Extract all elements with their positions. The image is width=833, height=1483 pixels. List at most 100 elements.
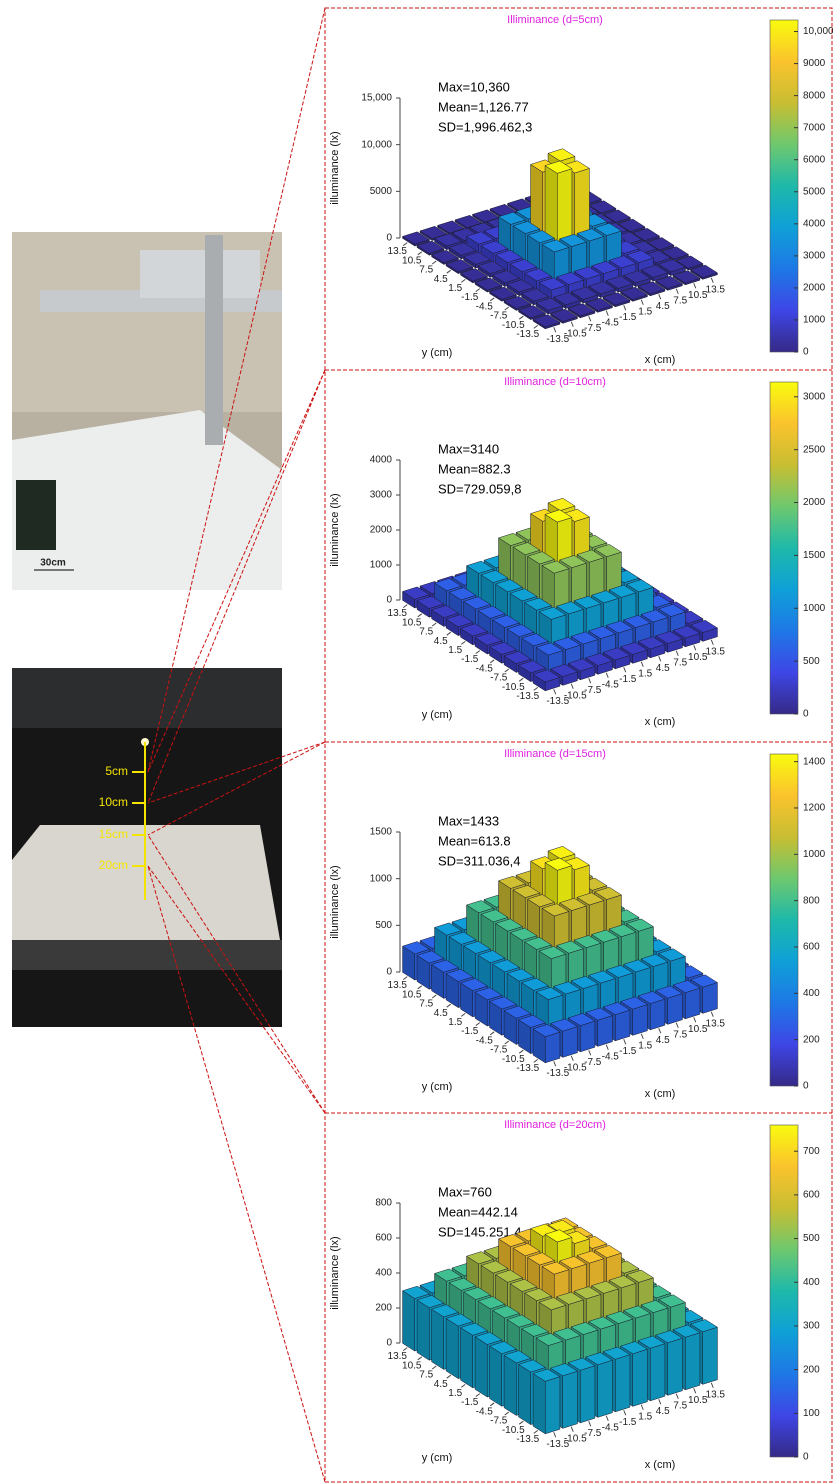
bar-top (463, 940, 491, 954)
x-tick (588, 1421, 592, 1427)
bar-side (684, 987, 701, 1020)
y-tick (504, 668, 510, 673)
bar-top (637, 1335, 666, 1349)
y-tick (402, 604, 408, 608)
bar-top (576, 1250, 605, 1264)
bar-side (632, 1348, 648, 1407)
bar-top (576, 549, 605, 563)
bar-top (661, 246, 689, 260)
connectors (147, 7, 833, 1483)
bar-top (567, 1357, 596, 1371)
bar-top (524, 1288, 552, 1301)
z-tick-label: 3000 (370, 490, 393, 501)
colorbar (769, 381, 799, 715)
bar-top (492, 1305, 520, 1319)
y-tick (475, 650, 481, 654)
bar-top (495, 918, 523, 932)
bar-top (617, 218, 646, 232)
y-tick-label: -10.5 (502, 1425, 525, 1436)
colorbar-tick-label: 400 (803, 988, 820, 999)
bar-top (512, 221, 541, 234)
x-tick (623, 1410, 627, 1416)
bar-top (489, 286, 517, 300)
x-tick-label: 10.5 (688, 1024, 708, 1035)
bar-top (518, 1014, 546, 1028)
bar-top (402, 1285, 430, 1299)
y-tick (518, 677, 524, 682)
bar (463, 251, 491, 269)
bar (658, 259, 686, 276)
bar-top (503, 1005, 532, 1019)
y-tick-label: -7.5 (490, 673, 508, 684)
y-tick-label: -4.5 (476, 301, 494, 312)
x-tick-label: -4.5 (602, 1422, 620, 1433)
bar-top (434, 233, 462, 247)
y-tick (460, 1384, 466, 1388)
bar-top (594, 1245, 622, 1258)
y-tick (460, 278, 466, 283)
bar-top (498, 533, 526, 546)
bar-top (509, 1278, 538, 1292)
z-axis-label: illuminance (lx) (329, 493, 341, 566)
y-tick (475, 288, 481, 293)
bar-top (550, 663, 578, 677)
x-tick (658, 1399, 662, 1405)
bar-top (463, 251, 491, 265)
bar-top (518, 1359, 546, 1373)
x-tick-label: 1.5 (638, 306, 652, 317)
y-tick-label: 4.5 (434, 1379, 448, 1390)
bar-top (492, 959, 520, 973)
bar-top (463, 1287, 491, 1300)
bar-top (626, 918, 654, 932)
bar-side (597, 1015, 613, 1047)
x-tick (623, 667, 627, 673)
x-axis-label: x (cm) (645, 354, 676, 366)
bar-top (541, 903, 570, 917)
x-tick-label: 4.5 (656, 1406, 670, 1417)
bar-top (573, 935, 602, 949)
z-axis-label: illuminance (lx) (329, 1236, 341, 1309)
y-tick (402, 1347, 408, 1351)
x-tick-label: 13.5 (706, 1018, 726, 1029)
colorbar-tick-label: 500 (803, 656, 820, 667)
bar-side (532, 1373, 546, 1435)
chart-title: Illiminance (d=10cm) (504, 376, 606, 388)
bar-top (637, 281, 666, 295)
bar-side (544, 1031, 561, 1064)
bar-top (588, 1316, 616, 1330)
bar-top (591, 1280, 619, 1294)
bar-top (672, 980, 701, 993)
y-tick-label: 13.5 (388, 980, 408, 991)
x-tick (675, 1022, 679, 1028)
bar-top (608, 924, 637, 938)
bar-side (579, 1020, 596, 1053)
colorbar-tick-label: 1400 (803, 756, 826, 767)
bar-top (658, 604, 686, 617)
bar-top (524, 936, 552, 950)
bar-top (466, 560, 494, 574)
x-tick-label: -7.5 (584, 1428, 602, 1439)
bar (434, 233, 462, 250)
bar-top (466, 900, 494, 914)
bar-top (602, 1002, 631, 1015)
bar-top (594, 886, 622, 900)
bar-top (547, 846, 576, 859)
y-tick-label: -1.5 (461, 1026, 479, 1037)
y-tick (460, 641, 466, 645)
bar-top (602, 1346, 631, 1360)
y-tick-label: 7.5 (419, 999, 433, 1010)
bar (489, 286, 517, 302)
bar-top (503, 295, 532, 309)
bar-top (591, 929, 619, 943)
bar-top (416, 1295, 445, 1308)
bar-top (553, 637, 581, 650)
annotation: Mean=442.14 (438, 1204, 518, 1219)
x-tick (658, 656, 662, 662)
bar-top (605, 620, 634, 634)
y-tick-label: -7.5 (490, 1045, 508, 1056)
bar-top (489, 641, 517, 655)
x-tick (570, 1426, 574, 1432)
x-tick-label: -4.5 (602, 1051, 620, 1062)
x-tick (658, 294, 662, 300)
bar-top (527, 230, 555, 244)
